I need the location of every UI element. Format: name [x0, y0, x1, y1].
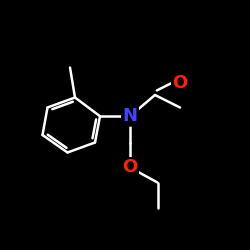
Text: N: N [122, 107, 138, 125]
Text: O: O [172, 74, 188, 92]
Text: O: O [122, 158, 138, 176]
